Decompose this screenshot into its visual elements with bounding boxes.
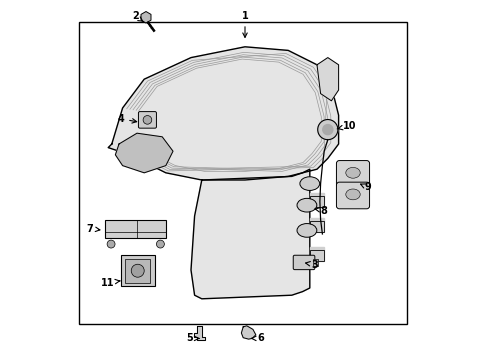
Text: 6: 6 <box>251 333 265 343</box>
FancyBboxPatch shape <box>139 112 156 128</box>
Polygon shape <box>242 326 256 339</box>
FancyBboxPatch shape <box>337 182 369 209</box>
Polygon shape <box>194 326 205 340</box>
Bar <box>310 193 324 207</box>
Ellipse shape <box>297 198 317 212</box>
Polygon shape <box>317 58 339 101</box>
Bar <box>104 220 166 238</box>
FancyBboxPatch shape <box>337 161 369 187</box>
Polygon shape <box>191 169 310 299</box>
Bar <box>314 259 318 266</box>
Text: 5: 5 <box>186 333 199 343</box>
Ellipse shape <box>297 224 317 237</box>
Ellipse shape <box>300 177 319 190</box>
Text: 2: 2 <box>132 11 144 22</box>
Circle shape <box>156 240 164 248</box>
Text: 11: 11 <box>101 278 120 288</box>
Text: 1: 1 <box>242 11 248 37</box>
Bar <box>79 22 407 324</box>
Bar <box>310 218 324 232</box>
Text: 4: 4 <box>118 114 137 124</box>
Text: 10: 10 <box>337 121 356 131</box>
Text: 7: 7 <box>86 224 100 234</box>
Text: 9: 9 <box>361 182 371 192</box>
Bar <box>310 250 324 261</box>
Bar <box>121 255 155 286</box>
Bar <box>310 247 324 261</box>
Polygon shape <box>108 47 339 180</box>
Circle shape <box>143 116 152 124</box>
Ellipse shape <box>346 167 360 178</box>
Circle shape <box>318 120 338 140</box>
Bar <box>125 259 150 283</box>
Circle shape <box>107 240 115 248</box>
Polygon shape <box>116 133 173 173</box>
Ellipse shape <box>346 189 360 200</box>
Text: 8: 8 <box>315 206 328 216</box>
Circle shape <box>323 125 333 135</box>
Bar <box>310 196 324 207</box>
Text: 3: 3 <box>306 260 318 270</box>
Bar <box>310 221 324 232</box>
Circle shape <box>131 264 144 277</box>
FancyBboxPatch shape <box>293 255 315 270</box>
